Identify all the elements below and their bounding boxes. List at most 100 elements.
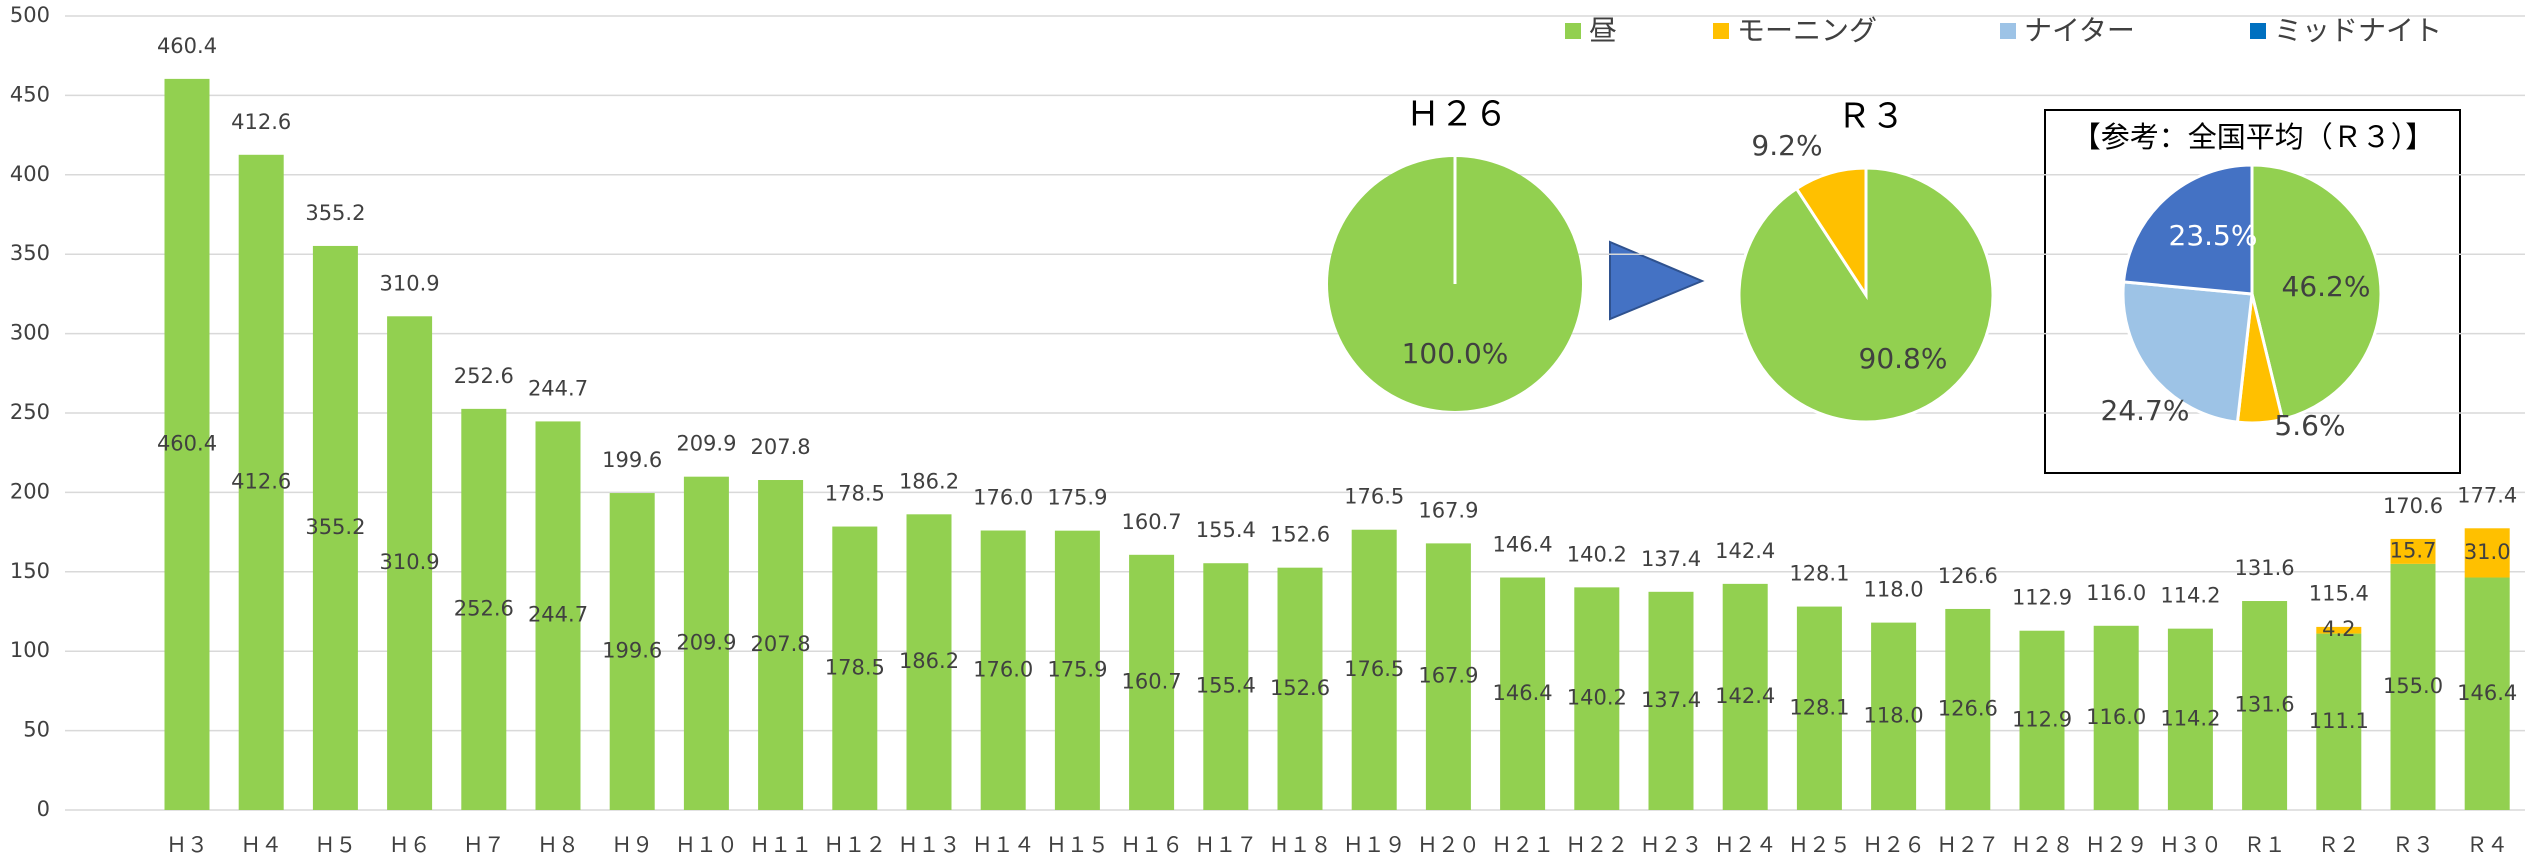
y-tick-label: 0 [37,797,50,821]
bar-segment [1277,567,1323,810]
bar-segment [1425,543,1471,810]
data-label: 176.5 [1344,657,1404,681]
x-tick-label: Ｈ４ [240,833,282,857]
data-label: 118.0 [1864,703,1924,727]
y-tick-label: 50 [23,718,50,742]
total-label: 140.2 [1567,542,1627,566]
total-label: 207.8 [751,435,811,459]
total-label: 155.4 [1196,518,1256,542]
bar-segment [2390,538,2436,564]
bar-segment [2390,563,2436,810]
data-label: 209.9 [676,630,736,654]
total-label: 186.2 [899,469,959,493]
y-tick-label: 500 [10,3,50,27]
x-tick-label: Ｈ２９ [2085,833,2148,857]
data-label: 207.8 [751,632,811,656]
bar-segment [238,154,284,810]
reference-box [2044,109,2461,474]
data-label: 142.4 [1715,684,1775,708]
total-label: 177.4 [2457,483,2517,507]
bar-segment [312,245,358,811]
total-label: 310.9 [380,271,440,295]
data-label: 355.2 [305,515,365,539]
bar-segment [832,526,878,810]
legend-label: 昼 [1589,14,1617,47]
total-label: 170.6 [2383,494,2443,518]
total-label: 142.4 [1715,539,1775,563]
total-label: 137.4 [1641,547,1701,571]
pie-label: 23.5% [2169,219,2258,252]
data-label: 244.7 [528,603,588,627]
total-label: 115.4 [2309,582,2369,606]
pie-label: 24.7% [2101,394,2190,427]
bar-segment [1648,591,1694,810]
data-label: 4.2 [2322,617,2355,641]
total-label: 175.9 [1047,486,1107,510]
x-tick-label: Ｈ１４ [972,833,1035,857]
x-tick-label: Ｈ２７ [1936,833,1999,857]
bar-segment [2167,628,2213,810]
legend-label: ナイター [2024,14,2135,47]
bar-segment [980,530,1026,810]
bar-segment [2093,625,2139,810]
data-label: 126.6 [1938,696,1998,720]
y-tick-label: 400 [10,162,50,186]
x-tick-label: Ｈ１８ [1269,833,1332,857]
bar-segment [164,78,210,810]
total-label: 176.5 [1344,485,1404,509]
bar-segment [2464,577,2510,810]
x-tick-label: Ｈ７ [463,833,505,857]
bar-segment [1129,554,1175,810]
total-label: 128.1 [1789,562,1849,586]
legend-swatch [2000,23,2016,39]
x-tick-label: Ｈ１０ [675,833,738,857]
y-tick-label: 250 [10,400,50,424]
y-tick-label: 350 [10,241,50,265]
bar-segment [1722,583,1768,810]
total-label: 131.6 [2235,556,2295,580]
y-tick-label: 450 [10,82,50,106]
total-label: 126.6 [1938,564,1998,588]
x-tick-label: Ｈ２２ [1565,833,1628,857]
data-label: 111.1 [2309,709,2369,733]
pie-label: 9.2% [1751,129,1822,162]
y-tick-label: 100 [10,638,50,662]
data-label: 175.9 [1047,657,1107,681]
total-label: 167.9 [1418,498,1478,522]
total-label: 146.4 [1493,533,1553,557]
pie-title: 【参考：全国平均（Ｒ３）】 [2072,120,2435,154]
x-tick-label: Ｈ２３ [1640,833,1703,857]
x-tick-label: Ｈ１７ [1194,833,1257,857]
data-label: 199.6 [602,639,662,663]
data-label: 252.6 [454,596,514,620]
data-label: 460.4 [157,431,217,455]
x-tick-label: Ｈ２６ [1862,833,1925,857]
x-tick-label: Ｈ１６ [1120,833,1183,857]
total-label: 114.2 [2160,584,2220,608]
legend-swatch [1565,23,1581,39]
x-tick-label: Ｒ１ [2244,833,2286,857]
total-label: 244.7 [528,376,588,400]
data-label: 146.4 [1493,681,1553,705]
bar-segment [461,408,507,810]
x-tick-label: Ｒ２ [2318,833,2360,857]
data-label: 155.0 [2383,674,2443,698]
x-tick-label: Ｈ１５ [1046,833,1109,857]
legend-label: ミッドナイト [2274,14,2442,47]
bar-segment [758,480,804,810]
data-label: 31.0 [2464,540,2511,564]
data-label: 155.4 [1196,674,1256,698]
total-label: 160.7 [1122,510,1182,534]
bar-segment [2242,601,2288,810]
total-label: 112.9 [2012,586,2072,610]
x-tick-label: Ｈ１２ [823,833,886,857]
y-tick-label: 150 [10,559,50,583]
total-label: 116.0 [2086,581,2146,605]
bar-segment [2019,630,2065,810]
data-label: 152.6 [1270,676,1330,700]
pie-slice [2121,163,2254,296]
x-tick-label: Ｈ６ [389,833,431,857]
pie-label: 46.2% [2282,270,2371,303]
data-label: 178.5 [825,655,885,679]
